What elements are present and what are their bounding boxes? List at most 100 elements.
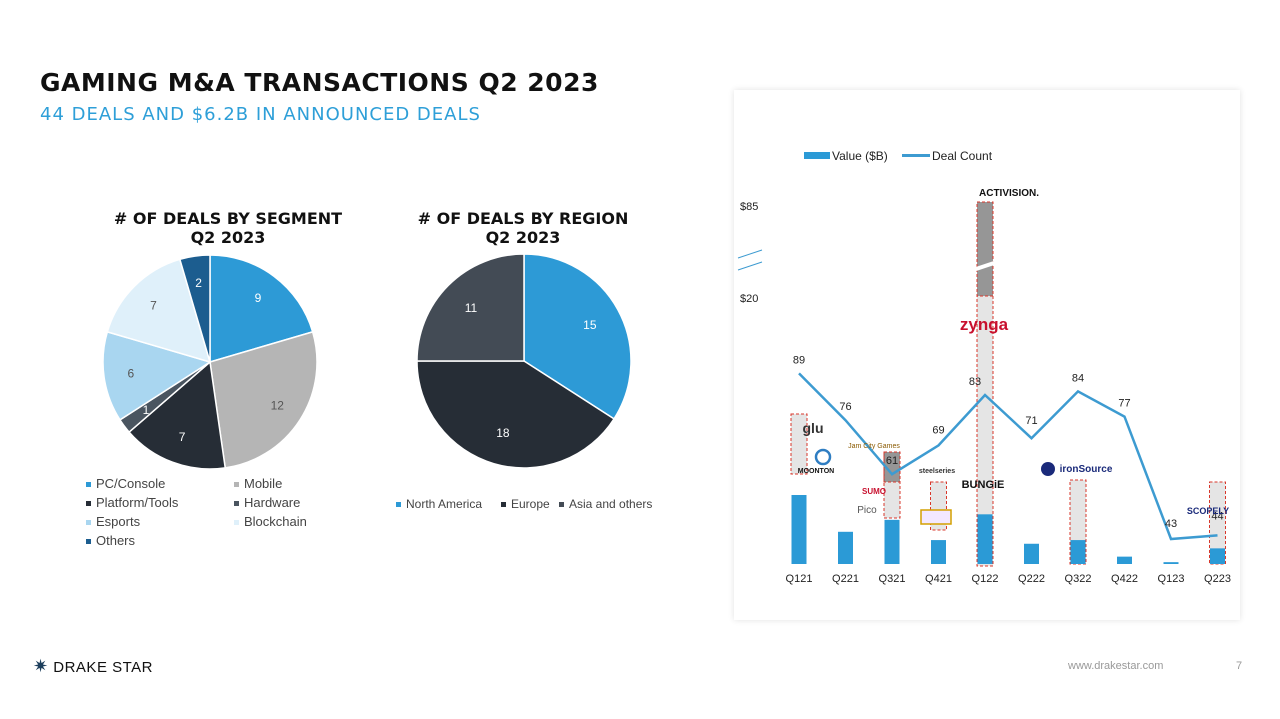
company-logo-icon	[920, 509, 952, 525]
segment-chart-title-line2: Q2 2023	[190, 228, 266, 247]
company-logo-glu: glu	[803, 420, 824, 436]
y-tick-label: $85	[740, 201, 758, 213]
y-tick-label: $20	[740, 293, 758, 305]
legend-item-blockchain: Blockchain	[234, 514, 307, 529]
data-label-pc-console: 9	[255, 291, 262, 305]
data-label-europe: 18	[496, 426, 510, 440]
page-subtitle: 44 DEALS AND $6.2B IN ANNOUNCED DEALS	[40, 104, 481, 125]
legend-item-asia-and-others: Asia and others	[559, 497, 652, 511]
x-tick-label-q321: Q321	[879, 573, 906, 585]
value-bar-q123	[1163, 562, 1179, 564]
x-tick-label-q123: Q123	[1158, 573, 1185, 585]
deal-count-line	[798, 372, 1218, 541]
transaction-placeholder	[976, 201, 994, 297]
value-bar-q122	[977, 514, 993, 564]
deal-count-label-q123: 43	[1165, 518, 1177, 530]
legend-label: Esports	[96, 514, 141, 529]
pie-slice-others	[178, 254, 211, 363]
data-label-asia-and-others: 11	[465, 301, 478, 315]
star-icon: ✷	[33, 656, 49, 676]
x-tick-label-q322: Q322	[1065, 573, 1092, 585]
data-label-north-america: 15	[583, 318, 597, 332]
legend-swatch	[501, 502, 506, 508]
bar-break-mark	[972, 260, 998, 272]
legend-swatch	[234, 501, 239, 507]
region-legend: North America Europe Asia and others	[396, 497, 676, 517]
data-label-platform-tools: 7	[179, 430, 186, 444]
moonton-logo-icon	[814, 448, 832, 466]
pie-slice-esports	[102, 330, 212, 421]
legend-label: Platform/Tools	[96, 495, 179, 510]
legend-label: Hardware	[244, 495, 301, 510]
deal-count-label-q422: 77	[1118, 398, 1130, 410]
data-label-blockchain: 7	[150, 298, 157, 312]
deal-count-label-q321: 61	[886, 455, 898, 467]
legend-swatch	[559, 502, 564, 508]
legend-swatch	[234, 482, 239, 488]
page-title: GAMING M&A TRANSACTIONS Q2 2023	[40, 68, 599, 97]
legend-swatch	[86, 501, 91, 507]
legend-label: North America	[406, 497, 483, 511]
legend-swatch	[396, 502, 401, 508]
x-tick-label-q422: Q422	[1111, 573, 1138, 585]
value-deal-count-chart: Value ($B) Deal Count $85 $20 89 76 61 69 83 71 84…	[737, 149, 1231, 585]
data-label-hardware: 1	[143, 403, 150, 417]
deal-count-label-q222: 71	[1025, 415, 1037, 427]
ironsource-logo-icon	[1041, 462, 1055, 476]
legend-label: Others	[96, 533, 136, 548]
data-label-mobile: 12	[271, 398, 285, 412]
axis-break-mark	[737, 261, 763, 271]
axis-break-mark	[737, 249, 763, 259]
company-logo-sumo: SUMO	[862, 487, 886, 496]
legend-swatch	[234, 520, 239, 526]
legend-swatch-value	[804, 152, 830, 159]
legend-item-others: Others	[86, 533, 135, 548]
legend-label: Mobile	[244, 476, 283, 491]
legend-label: Asia and others	[569, 497, 653, 511]
value-bar-q221	[838, 531, 853, 564]
transaction-placeholder	[790, 413, 808, 475]
transaction-placeholder	[883, 451, 901, 483]
company-logo-bungie: BUNGiE	[962, 479, 1005, 491]
drake-star-logo: ✷ DRAKE STAR	[33, 656, 153, 677]
pie-slice-mobile	[209, 330, 318, 469]
legend-swatch	[86, 539, 91, 545]
value-bar-q421	[931, 540, 946, 564]
pie-slice-blockchain	[106, 258, 212, 364]
company-logo-zynga: zynga	[960, 315, 1009, 334]
legend-label: Blockchain	[244, 514, 307, 529]
data-label-others: 2	[195, 276, 202, 290]
brand-name: DRAKE STAR	[53, 659, 154, 676]
company-logo-moonton: MOONTON	[798, 468, 834, 475]
legend-item-north-america: North America	[396, 497, 482, 511]
deal-count-label-q223: 44	[1211, 510, 1223, 522]
legend-item-pc-console: PC/Console	[86, 476, 165, 491]
value-bar-q321	[884, 519, 900, 564]
segment-chart-title: # OF DEALS BY SEGMENT Q2 2023	[98, 209, 358, 247]
legend-label-deal-count: Deal Count	[932, 149, 993, 163]
legend-item-hardware: Hardware	[234, 495, 300, 510]
segment-legend: PC/Console Mobile Platform/Tools Hardware Es…	[86, 476, 346, 556]
region-pie-chart: 15 18 11	[416, 253, 632, 469]
x-tick-label-q121: Q121	[786, 573, 813, 585]
segment-pie-chart: 9 12 7 1 6 7 2	[102, 254, 318, 470]
pie-slice-platform-tools	[128, 360, 227, 470]
region-chart-title: # OF DEALS BY REGION Q2 2023	[393, 209, 653, 247]
legend-swatch	[86, 520, 91, 526]
company-logo-activision: ACTIVISION.	[979, 188, 1039, 199]
legend-item-europe: Europe	[501, 497, 550, 511]
x-tick-label-q223: Q223	[1204, 573, 1231, 585]
company-logo-steelseries: steelseries	[919, 468, 955, 475]
pie-slice-pc-console	[209, 254, 314, 364]
deal-count-label-q221: 76	[839, 401, 851, 413]
company-logo-pico: Pico	[857, 505, 877, 516]
legend-item-esports: Esports	[86, 514, 140, 529]
data-label-esports: 6	[127, 366, 134, 380]
legend-label: PC/Console	[96, 476, 166, 491]
x-tick-label-q221: Q221	[832, 573, 859, 585]
value-bar-q223	[1210, 548, 1225, 564]
footer-url: www.drakestar.com	[1068, 660, 1164, 672]
x-tick-label-q421: Q421	[925, 573, 952, 585]
legend-item-platform-tools: Platform/Tools	[86, 495, 178, 510]
region-chart-title-line1: # OF DEALS BY REGION	[417, 209, 629, 228]
